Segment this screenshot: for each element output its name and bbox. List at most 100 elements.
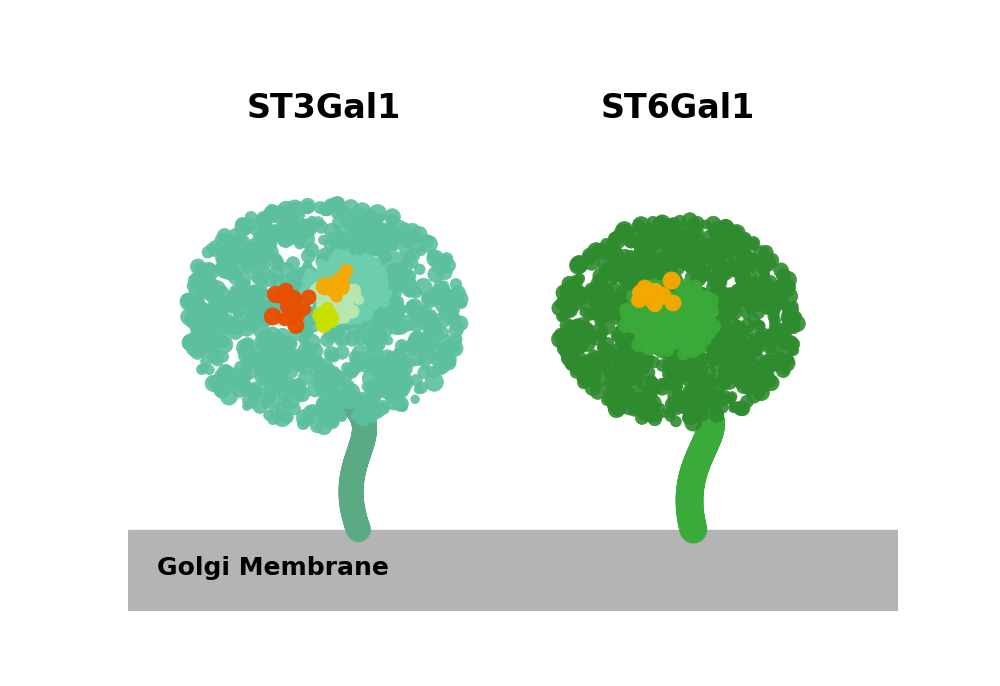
Circle shape: [362, 287, 371, 297]
Circle shape: [677, 404, 686, 413]
Circle shape: [633, 267, 650, 284]
Circle shape: [217, 228, 232, 243]
Circle shape: [444, 309, 458, 323]
Circle shape: [675, 397, 687, 409]
Circle shape: [203, 326, 217, 340]
Circle shape: [427, 250, 444, 267]
Circle shape: [645, 339, 654, 348]
Circle shape: [343, 383, 360, 400]
Circle shape: [646, 272, 657, 283]
Circle shape: [249, 320, 261, 331]
Circle shape: [759, 358, 772, 371]
Circle shape: [275, 334, 289, 348]
Circle shape: [579, 288, 590, 299]
Circle shape: [679, 246, 692, 258]
Circle shape: [451, 334, 462, 345]
Circle shape: [440, 351, 451, 362]
Circle shape: [556, 338, 570, 351]
Circle shape: [735, 244, 747, 257]
Circle shape: [365, 222, 376, 233]
Circle shape: [185, 298, 203, 315]
Circle shape: [783, 315, 800, 333]
Circle shape: [239, 236, 250, 246]
Circle shape: [711, 351, 725, 365]
Circle shape: [724, 228, 739, 244]
Circle shape: [324, 372, 341, 388]
Circle shape: [359, 266, 369, 276]
Circle shape: [582, 330, 594, 342]
Circle shape: [633, 226, 646, 239]
Circle shape: [347, 315, 357, 324]
Circle shape: [631, 303, 642, 314]
Circle shape: [418, 366, 431, 379]
Circle shape: [312, 309, 323, 320]
Circle shape: [651, 309, 665, 322]
Circle shape: [576, 342, 587, 353]
Circle shape: [242, 245, 252, 255]
Circle shape: [650, 324, 663, 337]
Circle shape: [374, 372, 383, 381]
Circle shape: [580, 298, 595, 312]
Circle shape: [614, 392, 631, 409]
Circle shape: [624, 235, 637, 248]
Circle shape: [729, 289, 744, 303]
Circle shape: [701, 335, 713, 347]
Circle shape: [336, 252, 352, 268]
Circle shape: [329, 283, 338, 293]
Circle shape: [669, 325, 683, 339]
Circle shape: [647, 318, 656, 327]
Circle shape: [634, 392, 647, 405]
Circle shape: [648, 266, 665, 283]
Circle shape: [282, 213, 297, 228]
Circle shape: [275, 381, 286, 392]
Circle shape: [316, 397, 330, 412]
Circle shape: [346, 363, 359, 377]
Circle shape: [328, 375, 347, 394]
Circle shape: [740, 350, 755, 365]
Circle shape: [678, 334, 687, 344]
Circle shape: [336, 309, 348, 321]
Circle shape: [229, 283, 247, 300]
Circle shape: [357, 250, 365, 259]
Circle shape: [686, 293, 701, 309]
Circle shape: [636, 291, 646, 300]
Circle shape: [373, 311, 391, 328]
Circle shape: [597, 351, 611, 364]
Circle shape: [616, 329, 626, 340]
Circle shape: [450, 279, 462, 290]
Circle shape: [285, 226, 304, 244]
Circle shape: [779, 271, 796, 289]
Circle shape: [659, 315, 670, 327]
Circle shape: [348, 223, 365, 239]
Circle shape: [696, 250, 710, 265]
Circle shape: [718, 307, 729, 318]
Circle shape: [258, 313, 272, 327]
Circle shape: [703, 291, 712, 300]
Circle shape: [335, 337, 344, 346]
Circle shape: [656, 325, 666, 336]
Circle shape: [632, 217, 650, 234]
Circle shape: [696, 399, 707, 410]
Circle shape: [320, 286, 336, 301]
Circle shape: [615, 333, 632, 350]
Circle shape: [269, 346, 278, 355]
Circle shape: [654, 287, 667, 300]
Circle shape: [735, 270, 746, 281]
Circle shape: [779, 355, 791, 367]
Circle shape: [708, 318, 722, 332]
Circle shape: [285, 309, 301, 324]
Circle shape: [623, 397, 634, 407]
Circle shape: [290, 209, 300, 218]
Circle shape: [646, 281, 659, 294]
Circle shape: [372, 280, 385, 293]
Circle shape: [305, 273, 320, 288]
Circle shape: [606, 283, 621, 298]
Circle shape: [667, 217, 680, 230]
Circle shape: [344, 365, 358, 379]
Circle shape: [750, 336, 761, 346]
Circle shape: [651, 316, 663, 327]
Circle shape: [318, 318, 330, 330]
Circle shape: [593, 357, 609, 372]
Circle shape: [694, 363, 707, 377]
Circle shape: [687, 311, 695, 320]
